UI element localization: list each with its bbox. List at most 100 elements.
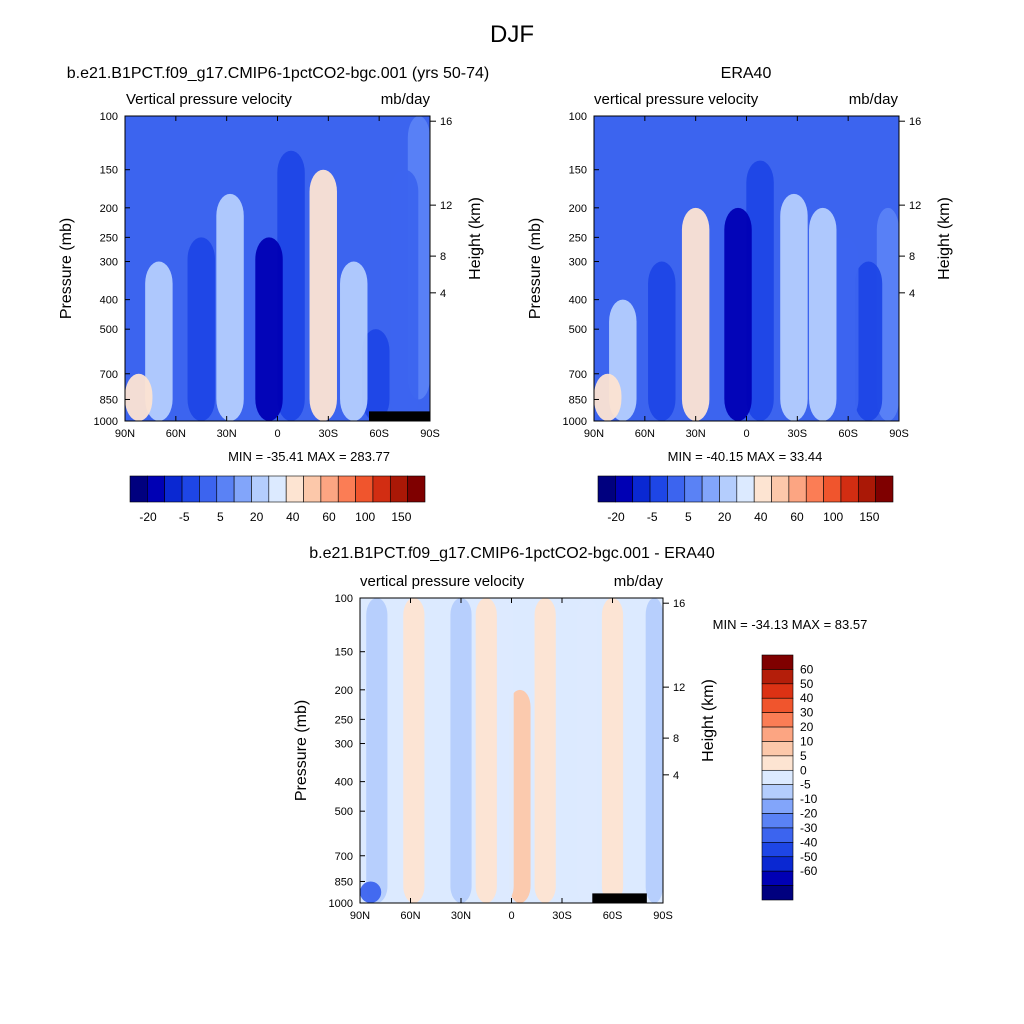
colorbar-label: 0 bbox=[800, 763, 807, 777]
colorbar-swatch bbox=[805, 475, 824, 503]
colorbar-swatch bbox=[761, 669, 794, 685]
colorbar-swatch bbox=[761, 813, 794, 829]
colorbar-swatch bbox=[389, 475, 408, 503]
y-tick-label: 200 bbox=[100, 203, 118, 215]
colorbar-swatch bbox=[823, 475, 842, 503]
contour-region-2 bbox=[831, 237, 859, 421]
y-right-tick-label: 4 bbox=[673, 770, 679, 782]
contour-region-1 bbox=[854, 261, 883, 421]
y-tick-label: 500 bbox=[335, 806, 353, 818]
x-tick-label: 30S bbox=[788, 428, 808, 440]
colorbar-label: 40 bbox=[754, 510, 768, 524]
colorbar-label: 10 bbox=[800, 734, 814, 748]
panel-era40-minmax: MIN = -40.15 MAX = 33.44 bbox=[668, 449, 823, 464]
colorbar-swatch bbox=[761, 870, 794, 886]
colorbar-swatch bbox=[268, 475, 287, 503]
colorbar-label: 20 bbox=[718, 510, 732, 524]
colorbar-label: 100 bbox=[823, 510, 843, 524]
contour-region-10 bbox=[125, 373, 153, 421]
contour-region-5 bbox=[746, 160, 774, 422]
terrain-mask bbox=[369, 411, 430, 421]
y-tick-label: 300 bbox=[335, 739, 353, 751]
contour-region-6 bbox=[475, 598, 497, 903]
colorbar-swatch bbox=[251, 475, 270, 503]
x-tick-label: 90S bbox=[420, 428, 440, 440]
colorbar-swatch bbox=[199, 475, 218, 503]
colorbar-label: -20 bbox=[139, 510, 157, 524]
y-right-axis-title: Height (km) bbox=[936, 197, 953, 280]
y-tick-label: 250 bbox=[100, 232, 118, 244]
colorbar-swatch bbox=[761, 697, 794, 713]
x-tick-label: 0 bbox=[274, 428, 280, 440]
y-right-tick-label: 16 bbox=[673, 598, 685, 610]
y-tick-label: 400 bbox=[100, 295, 118, 307]
y-tick-label: 850 bbox=[335, 876, 353, 888]
y-tick-label: 1000 bbox=[563, 416, 587, 428]
colorbar-swatch bbox=[761, 769, 794, 786]
colorbar-swatch bbox=[857, 475, 876, 503]
y-right-axis-title: Height (km) bbox=[467, 197, 484, 280]
panel-model: b.e21.B1PCT.f09_g17.CMIP6-1pctCO2-bgc.00… bbox=[58, 65, 489, 524]
panel-difference-minmax: MIN = -34.13 MAX = 83.57 bbox=[713, 617, 868, 632]
figure-title: DJF bbox=[490, 21, 534, 48]
y-tick-label: 400 bbox=[569, 295, 587, 307]
colorbar-label: 5 bbox=[685, 510, 692, 524]
y-right-tick-label: 8 bbox=[440, 251, 446, 263]
colorbar-swatch bbox=[761, 827, 794, 843]
contour-region-7 bbox=[450, 598, 472, 903]
colorbar-swatch bbox=[840, 475, 859, 503]
y-tick-label: 1000 bbox=[94, 416, 118, 428]
panel-model-units-label: mb/day bbox=[381, 91, 431, 108]
colorbar-swatch bbox=[615, 475, 634, 503]
colorbar-swatch bbox=[761, 784, 794, 800]
colorbar-label: 30 bbox=[800, 706, 814, 720]
y-right-tick-label: 8 bbox=[673, 733, 679, 745]
colorbar-label: -40 bbox=[800, 835, 818, 849]
contour-region-8 bbox=[187, 237, 215, 421]
y-right-tick-label: 4 bbox=[440, 288, 446, 300]
contour-region-9 bbox=[366, 598, 388, 903]
colorbar-label: -10 bbox=[800, 792, 818, 806]
x-tick-label: 60N bbox=[635, 428, 655, 440]
colorbar-swatch bbox=[753, 475, 772, 503]
colorbar-label: 150 bbox=[859, 510, 879, 524]
x-tick-label: 90N bbox=[584, 428, 604, 440]
x-tick-label: 60S bbox=[603, 910, 623, 922]
colorbar-swatch bbox=[761, 654, 794, 670]
colorbar-swatch bbox=[761, 726, 794, 742]
x-tick-label: 0 bbox=[508, 910, 514, 922]
colorbar-label: -60 bbox=[800, 864, 818, 878]
panel-model-contour-plot: 90N 60N 30N 0 30S 60S 90S 100 150 200 250 300 400 500… bbox=[58, 111, 484, 440]
colorbar-label: -5 bbox=[647, 510, 658, 524]
contour-region-2 bbox=[362, 329, 390, 421]
y-tick-label: 100 bbox=[100, 111, 118, 123]
colorbar-label: 50 bbox=[800, 677, 814, 691]
panel-difference-title: b.e21.B1PCT.f09_g17.CMIP6-1pctCO2-bgc.00… bbox=[309, 545, 715, 562]
panel-difference-variable-label: vertical pressure velocity bbox=[360, 573, 525, 590]
y-right-tick-label: 4 bbox=[909, 288, 915, 300]
colorbar-swatch bbox=[761, 885, 794, 901]
colorbar-swatch bbox=[771, 475, 790, 503]
panel-era40: ERA40 vertical pressure velocity mb/day … bbox=[527, 65, 953, 524]
colorbar-swatch bbox=[736, 475, 755, 503]
colorbar-swatch bbox=[147, 475, 166, 503]
x-tick-label: 90S bbox=[653, 910, 673, 922]
colorbar-label: -50 bbox=[800, 850, 818, 864]
contour-region-8 bbox=[648, 261, 676, 421]
y-tick-label: 150 bbox=[100, 165, 118, 177]
contour-region-4 bbox=[309, 169, 337, 421]
colorbar-label: 100 bbox=[355, 510, 375, 524]
colorbar-label: 150 bbox=[391, 510, 411, 524]
colorbar-swatch bbox=[372, 475, 391, 503]
x-tick-label: 30N bbox=[217, 428, 237, 440]
x-tick-label: 90S bbox=[889, 428, 909, 440]
panel-era40-title: ERA40 bbox=[721, 65, 772, 82]
y-axis-title: Pressure (mb) bbox=[58, 218, 75, 319]
y-tick-label: 500 bbox=[569, 324, 587, 336]
y-tick-label: 400 bbox=[335, 777, 353, 789]
y-tick-label: 250 bbox=[335, 714, 353, 726]
y-tick-label: 100 bbox=[569, 111, 587, 123]
y-tick-label: 850 bbox=[569, 394, 587, 406]
x-tick-label: 60S bbox=[838, 428, 858, 440]
